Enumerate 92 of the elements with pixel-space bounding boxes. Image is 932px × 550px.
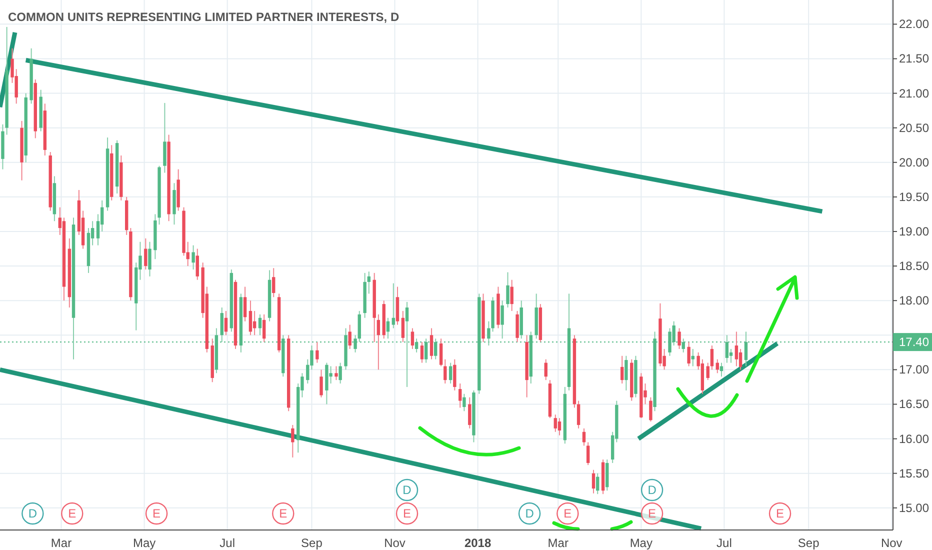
- candlestick: [500, 300, 504, 340]
- candlestick: [386, 317, 390, 340]
- y-tick-label: 16.00: [899, 432, 930, 446]
- candlestick: [439, 338, 443, 367]
- candlestick: [558, 418, 562, 436]
- y-tick-label: 19.00: [899, 224, 930, 238]
- candlestick: [592, 469, 596, 494]
- y-tick-label: 22.00: [899, 17, 930, 32]
- candlestick: [448, 362, 452, 384]
- candlestick: [462, 393, 466, 412]
- y-tick-label: 18.50: [899, 259, 930, 274]
- candlestick: [596, 472, 600, 495]
- y-tick-label: 21.00: [899, 86, 930, 100]
- y-tick-label: 19.50: [899, 190, 930, 204]
- y-tick-label: 20.50: [899, 120, 930, 135]
- annotation: D: [648, 483, 657, 497]
- candlestick: [248, 300, 252, 336]
- candlestick: [401, 310, 405, 343]
- candlestick: [706, 362, 710, 381]
- candlestick: [620, 355, 624, 384]
- candlestick: [192, 244, 195, 270]
- candlestick: [544, 358, 548, 381]
- x-tick-label: Nov: [384, 536, 406, 550]
- candlestick: [453, 358, 456, 391]
- candlestick: [376, 314, 380, 370]
- annotation: E: [648, 506, 656, 520]
- annotation: D: [402, 483, 412, 497]
- y-tick-label: 21.50: [899, 52, 930, 66]
- candlestick: [710, 345, 714, 370]
- candlestick: [367, 271, 371, 294]
- candlestick: [458, 383, 462, 408]
- candlestick: [224, 310, 228, 336]
- y-tick-label: 15.50: [899, 466, 930, 480]
- candlestick: [348, 324, 352, 350]
- candlestick: [468, 396, 472, 429]
- text: COMMON UNITS REPRESENTING LIMITED PARTNER INTERESTS, D: [8, 10, 400, 24]
- candlestick: [334, 366, 338, 381]
- candlestick: [506, 272, 510, 308]
- candlestick: [338, 362, 342, 384]
- x-tick-label: May: [132, 536, 156, 550]
- candlestick: [649, 396, 652, 422]
- candlestick: [678, 328, 681, 350]
- annotation: E: [776, 506, 784, 520]
- candlestick: [582, 428, 586, 446]
- y-tick-label: 20.00: [899, 155, 930, 170]
- x-tick-label: Jul: [716, 536, 732, 550]
- candlestick: [420, 342, 424, 364]
- candlestick: [144, 238, 148, 270]
- candlestick: [576, 400, 580, 429]
- x-tick-label: Jul: [220, 536, 236, 550]
- annotation: E: [564, 506, 572, 520]
- annotation: E: [68, 506, 76, 520]
- candlestick: [516, 310, 519, 343]
- x-tick-label: Sep: [301, 536, 323, 550]
- y-tick-label: 16.50: [899, 397, 930, 412]
- candlestick: [691, 348, 694, 367]
- x-tick-label: 2018: [464, 536, 492, 550]
- candlestick: [586, 442, 590, 466]
- candlestick: [291, 424, 294, 458]
- candlestick: [430, 328, 434, 360]
- y-tick-label: 15.00: [899, 500, 930, 515]
- candlestick: [243, 286, 247, 322]
- candlestick: [410, 328, 414, 350]
- candlestick: [316, 342, 319, 364]
- x-tick-label: Mar: [548, 536, 568, 550]
- candlestick: [444, 358, 447, 384]
- x-tick-label: Mar: [50, 536, 72, 550]
- annotation: E: [152, 506, 161, 520]
- candlestick: [262, 314, 266, 343]
- candlestick: [258, 314, 262, 336]
- candlestick: [554, 414, 557, 432]
- candlestick: [510, 279, 514, 312]
- y-tick-label: 18.00: [899, 294, 930, 308]
- annotation: E: [403, 506, 412, 520]
- candlestick: [272, 268, 276, 298]
- candlestick: [196, 248, 199, 280]
- candlestick: [624, 355, 628, 391]
- annotation: D: [525, 506, 534, 520]
- ref-line-label: 17.40: [899, 335, 930, 350]
- x-tick-label: Sep: [798, 536, 820, 550]
- candlestick: [392, 282, 396, 329]
- candlestick: [320, 369, 323, 398]
- x-tick-label: May: [630, 536, 652, 550]
- candlestick: [687, 342, 690, 367]
- candlestick: [734, 331, 738, 367]
- annotation: E: [279, 506, 288, 520]
- x-tick-label: Nov: [880, 536, 902, 550]
- y-tick-label: 17.00: [899, 362, 930, 377]
- candlestick: [720, 362, 724, 378]
- candlestick: [738, 348, 742, 370]
- candlestick: [148, 241, 152, 277]
- annotation: D: [28, 506, 38, 520]
